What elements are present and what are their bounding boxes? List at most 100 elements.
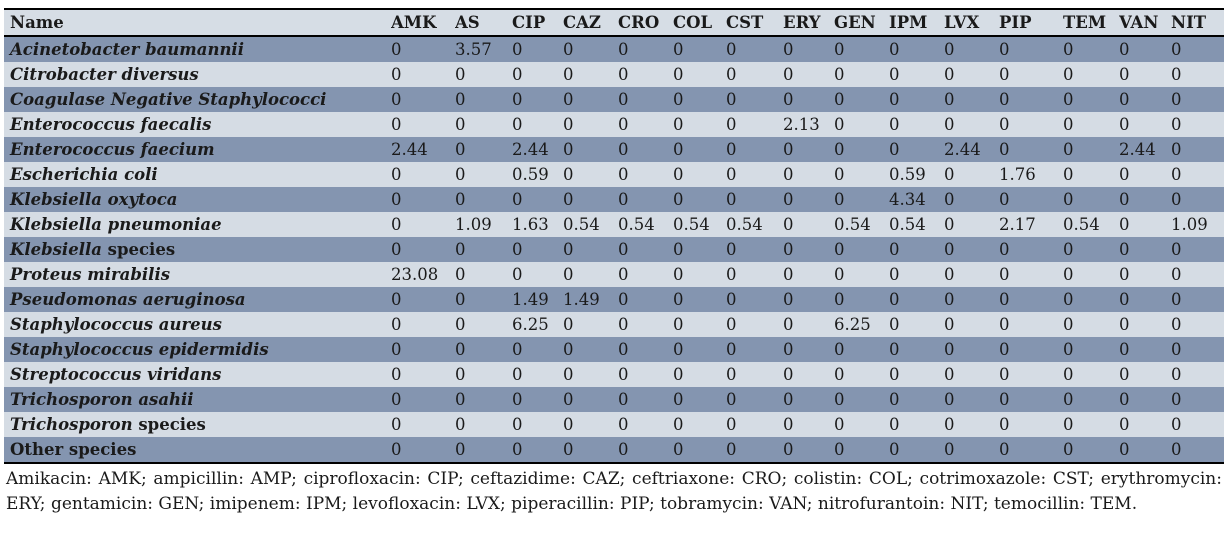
value-cell: 0 xyxy=(999,415,1010,434)
species-name-italic: Enterococcus faecium xyxy=(10,140,215,159)
value-cell: 0 xyxy=(563,140,574,159)
species-name-plain: Other species xyxy=(10,440,137,459)
value-cell: 0 xyxy=(783,340,794,359)
species-name-cell: Acinetobacter baumannii xyxy=(4,36,391,62)
value-cell: 0 xyxy=(889,40,900,59)
value-cell: 6.25 xyxy=(512,315,549,334)
value-cell: 0 xyxy=(1063,315,1074,334)
value-cell: 0 xyxy=(889,265,900,284)
value-cell: 0 xyxy=(673,365,684,384)
value-cell: 0 xyxy=(618,40,629,59)
value-cell: 0 xyxy=(1119,340,1130,359)
table-row: Streptococcus viridans 0 0 0 0 0 0 0 0 0 0 0 0 0 0 0 xyxy=(4,362,1224,387)
species-name-italic: Coagulase Negative Staphylococci xyxy=(10,90,327,109)
value-cell: 0 xyxy=(618,190,629,209)
value-cell: 0 xyxy=(563,90,574,109)
value-cell: 0 xyxy=(1119,315,1130,334)
species-name-italic: Klebsiella pneumoniae xyxy=(10,215,222,234)
value-cell: 1.09 xyxy=(455,215,492,234)
value-cell: 0 xyxy=(783,315,794,334)
species-name-cell: Enterococcus faecium xyxy=(4,137,391,162)
value-cell: 0 xyxy=(673,340,684,359)
species-name-italic: Enterococcus faecalis xyxy=(10,115,212,134)
value-cell: 0 xyxy=(1119,190,1130,209)
value-cell: 0 xyxy=(618,240,629,259)
value-cell: 0 xyxy=(944,65,955,84)
species-name-italic: Pseudomonas aeruginosa xyxy=(10,290,246,309)
column-header-tem: TEM xyxy=(1063,9,1119,37)
value-cell: 0 xyxy=(563,165,574,184)
value-cell: 0 xyxy=(783,65,794,84)
value-cell: 0 xyxy=(391,65,402,84)
value-cell: 0 xyxy=(455,390,466,409)
value-cell: 0 xyxy=(618,440,629,459)
value-cell: 0 xyxy=(1063,165,1074,184)
value-cell: 0 xyxy=(944,115,955,134)
value-cell: 0 xyxy=(999,65,1010,84)
species-name-cell: Klebsiella pneumoniae xyxy=(4,212,391,237)
value-cell: 0 xyxy=(512,265,523,284)
value-cell: 0 xyxy=(455,165,466,184)
table-row: Proteus mirabilis 23.08 0 0 0 0 0 0 0 0 0 0 0 0 0 0 xyxy=(4,262,1224,287)
value-cell: 0 xyxy=(1119,390,1130,409)
value-cell: 0 xyxy=(1063,340,1074,359)
value-cell: 2.13 xyxy=(783,115,820,134)
value-cell: 0 xyxy=(726,90,737,109)
value-cell: 0 xyxy=(944,240,955,259)
species-name-plain: species xyxy=(101,240,176,259)
table-row: Coagulase Negative Staphylococci 0 0 0 0 0 0 0 0… xyxy=(4,87,1224,112)
column-header-lvx: LVX xyxy=(944,9,999,37)
species-name-italic: Trichosporon xyxy=(10,415,133,434)
value-cell: 2.44 xyxy=(391,140,428,159)
value-cell: 0 xyxy=(726,165,737,184)
species-name-cell: Citrobacter diversus xyxy=(4,62,391,87)
value-cell: 0 xyxy=(1171,390,1182,409)
value-cell: 0 xyxy=(944,190,955,209)
value-cell: 0 xyxy=(834,190,845,209)
value-cell: 0 xyxy=(391,390,402,409)
value-cell: 0 xyxy=(512,115,523,134)
abbreviations-footnote: Amikacin: AMK; ampicillin: AMP; ciproflo… xyxy=(6,469,1222,514)
value-cell: 0 xyxy=(673,440,684,459)
value-cell: 0 xyxy=(783,390,794,409)
value-cell: 0 xyxy=(391,240,402,259)
value-cell: 0 xyxy=(944,390,955,409)
value-cell: 0 xyxy=(391,290,402,309)
value-cell: 0 xyxy=(783,415,794,434)
species-name-italic: Citrobacter diversus xyxy=(10,65,199,84)
value-cell: 0 xyxy=(455,415,466,434)
column-header-amk: AMK xyxy=(391,9,455,37)
value-cell: 0 xyxy=(889,115,900,134)
value-cell: 0 xyxy=(1171,165,1182,184)
value-cell: 0 xyxy=(673,165,684,184)
column-header-ery: ERY xyxy=(783,9,834,37)
value-cell: 0 xyxy=(944,340,955,359)
column-header-cst: CST xyxy=(726,9,783,37)
value-cell: 0 xyxy=(834,140,845,159)
value-cell: 0 xyxy=(783,40,794,59)
value-cell: 0 xyxy=(391,365,402,384)
table-header: Name AMK AS CIP CAZ CRO COL CST ERY GEN IPM LVX PIP T… xyxy=(4,9,1224,37)
value-cell: 0 xyxy=(889,340,900,359)
value-cell: 1.09 xyxy=(1171,215,1208,234)
species-name-cell: Pseudomonas aeruginosa xyxy=(4,287,391,312)
value-cell: 0 xyxy=(391,415,402,434)
value-cell: 0 xyxy=(563,390,574,409)
value-cell: 0 xyxy=(455,365,466,384)
value-cell: 0.59 xyxy=(889,165,926,184)
table-row: Pseudomonas aeruginosa 0 0 1.49 1.49 0 0 0 0 0 0 0 0… xyxy=(4,287,1224,312)
value-cell: 0 xyxy=(889,290,900,309)
species-name-italic: Trichosporon asahii xyxy=(10,390,194,409)
value-cell: 0 xyxy=(999,190,1010,209)
value-cell: 0 xyxy=(999,390,1010,409)
value-cell: 0 xyxy=(944,90,955,109)
value-cell: 0 xyxy=(726,115,737,134)
value-cell: 0 xyxy=(1171,340,1182,359)
value-cell: 0 xyxy=(1171,190,1182,209)
value-cell: 0 xyxy=(1119,40,1130,59)
value-cell: 2.17 xyxy=(999,215,1036,234)
species-name-plain: species xyxy=(132,415,206,434)
value-cell: 0 xyxy=(783,290,794,309)
value-cell: 0 xyxy=(673,40,684,59)
value-cell: 0 xyxy=(455,315,466,334)
